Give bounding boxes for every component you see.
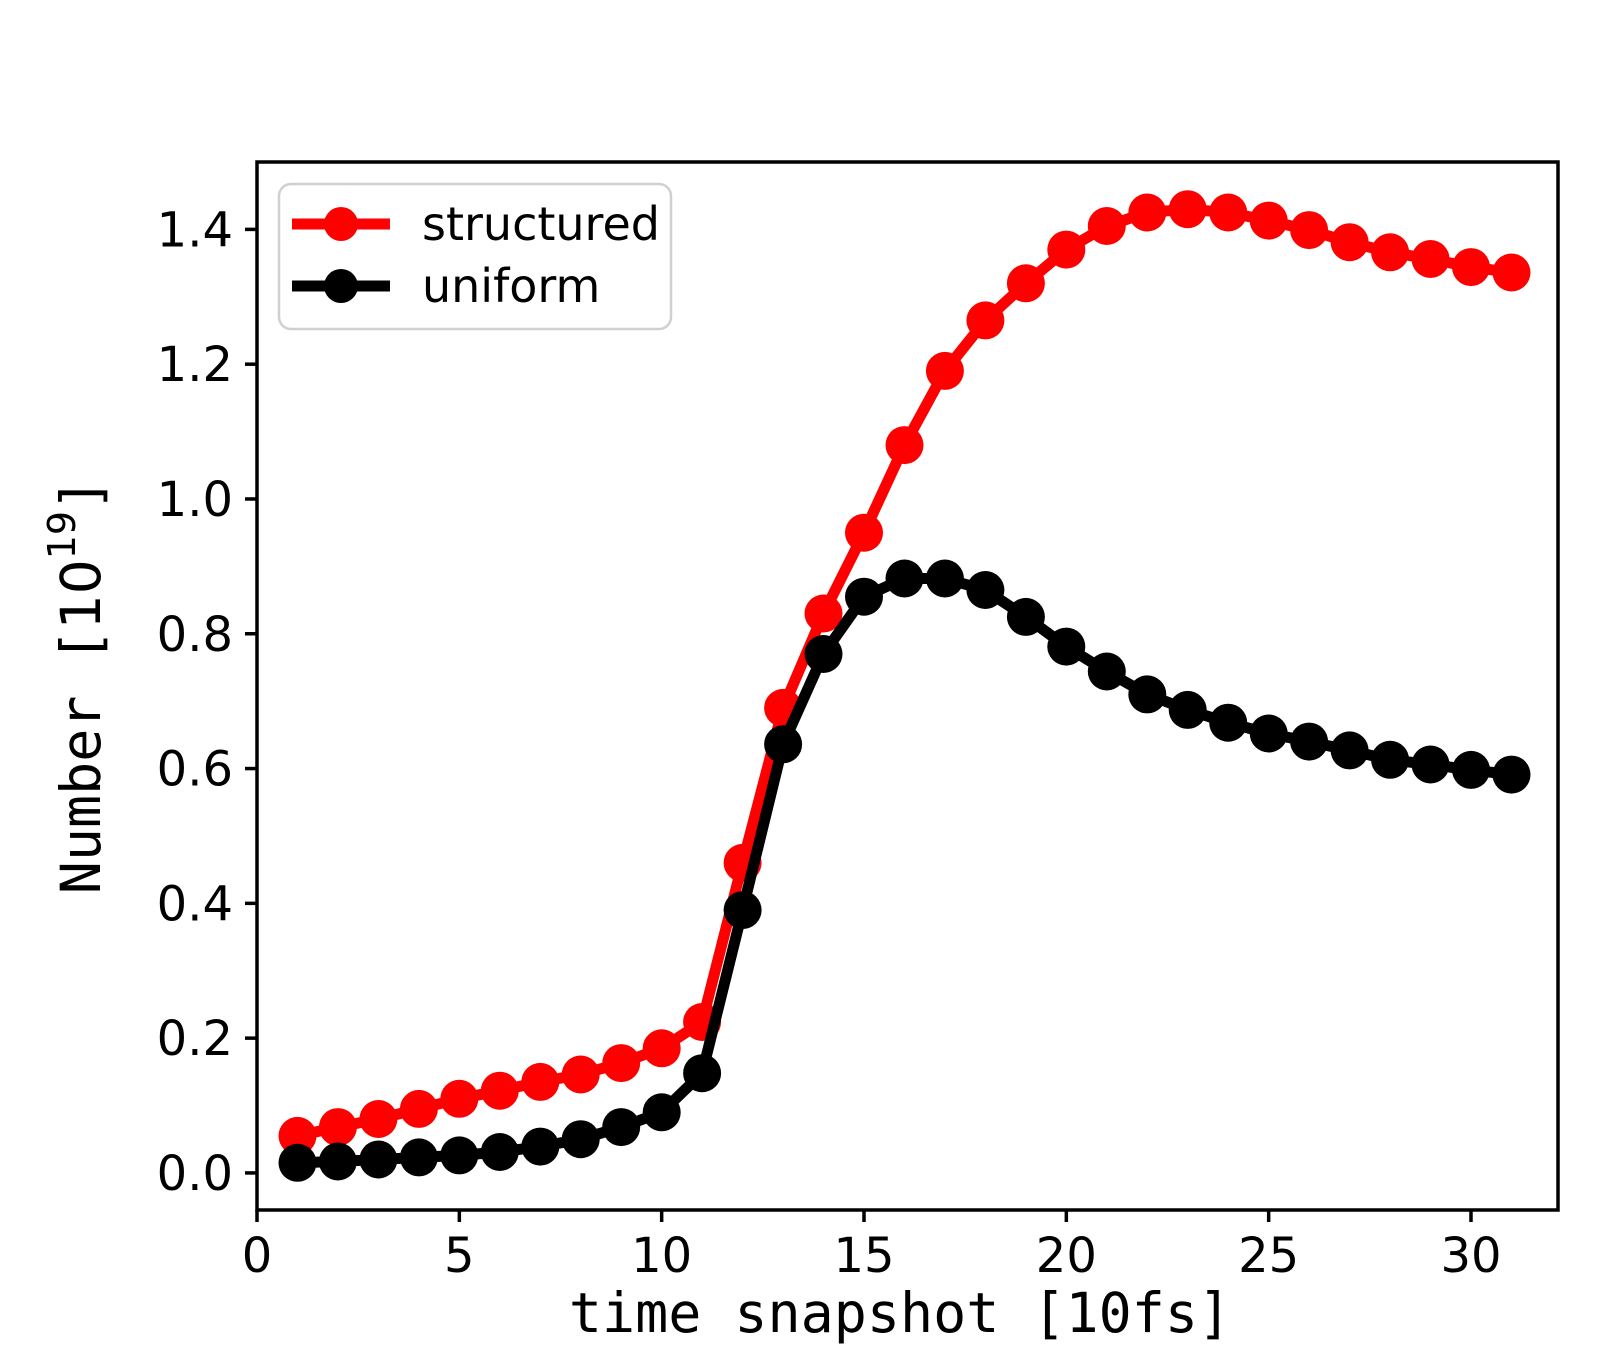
series-layer (278, 190, 1531, 1182)
y-tick-label: 1.4 (157, 202, 233, 258)
x-tick-label: 25 (1238, 1228, 1299, 1284)
data-point-structured (885, 426, 924, 465)
y-axis-label-suffix: ] (49, 478, 113, 511)
data-point-structured (1290, 211, 1329, 250)
x-tick-label: 20 (1036, 1228, 1097, 1284)
data-point-uniform (845, 577, 883, 616)
data-point-uniform (1290, 722, 1329, 761)
y-tick-label: 0.2 (157, 1011, 233, 1067)
data-point-structured (278, 1116, 317, 1155)
data-point-uniform (399, 1138, 438, 1177)
legend-item-structured: structured (292, 197, 660, 251)
y-axis-label: Number [1019] (40, 478, 113, 894)
data-point-structured (925, 351, 964, 390)
data-point-structured (399, 1089, 438, 1128)
data-point-uniform (278, 1143, 317, 1182)
data-point-uniform (1330, 731, 1369, 770)
data-point-structured (561, 1055, 600, 1094)
data-point-structured (480, 1071, 519, 1110)
y-axis-label-prefix: Number [ (49, 629, 113, 894)
legend-marker-uniform (324, 269, 358, 303)
data-point-structured (642, 1029, 681, 1068)
data-point-uniform (480, 1133, 519, 1171)
y-axis-label-base: 10 (49, 559, 113, 629)
data-point-uniform (1492, 755, 1531, 794)
data-point-structured (318, 1108, 357, 1147)
legend: structured uniform (277, 182, 673, 331)
x-tick-label: 5 (444, 1228, 475, 1284)
data-point-uniform (1371, 740, 1410, 779)
data-point-structured (1087, 207, 1126, 245)
y-tick-label: 0.4 (157, 876, 233, 932)
y-axis: 0.0 0.2 0.4 0.6 0.8 1.0 1.2 1.4 (157, 202, 257, 1202)
data-point-structured (602, 1044, 641, 1083)
x-axis-label: time snapshot [10fs] (569, 1281, 1231, 1345)
data-point-uniform (723, 891, 762, 930)
data-point-uniform (1087, 652, 1126, 691)
x-axis: 0 5 10 15 20 25 30 (242, 1210, 1502, 1284)
data-point-structured (1168, 190, 1207, 229)
y-tick-label: 0.6 (157, 742, 233, 798)
data-point-uniform (966, 571, 1005, 609)
data-point-uniform (683, 1054, 722, 1093)
y-tick-label: 0.8 (157, 607, 233, 663)
series-uniform (278, 559, 1531, 1182)
data-point-structured (1128, 193, 1167, 232)
data-point-structured (521, 1062, 560, 1101)
data-point-structured (1047, 230, 1086, 269)
data-point-structured (359, 1100, 398, 1138)
data-point-uniform (804, 635, 843, 673)
data-point-uniform (359, 1140, 398, 1179)
data-point-structured (1452, 248, 1490, 287)
data-point-uniform (1168, 690, 1207, 729)
data-point-uniform (764, 725, 803, 764)
legend-label-uniform: uniform (422, 259, 600, 313)
data-point-structured (1492, 253, 1531, 292)
data-point-structured (440, 1079, 479, 1118)
data-point-structured (1209, 193, 1248, 232)
y-tick-label: 0.0 (157, 1146, 233, 1202)
data-point-uniform (318, 1142, 357, 1181)
y-tick-label: 1.2 (157, 337, 233, 393)
data-point-uniform (885, 559, 924, 598)
x-tick-label: 0 (242, 1228, 273, 1284)
data-point-uniform (440, 1136, 479, 1175)
data-point-structured (1330, 223, 1369, 262)
data-point-structured (1371, 233, 1410, 272)
data-point-structured (845, 513, 883, 552)
data-point-uniform (1209, 703, 1248, 742)
x-tick-label: 30 (1440, 1228, 1501, 1284)
legend-label-structured: structured (422, 197, 660, 251)
data-point-structured (1249, 201, 1288, 240)
data-point-uniform (521, 1127, 560, 1166)
data-point-uniform (1249, 714, 1288, 753)
plot-area (257, 162, 1558, 1210)
legend-marker-structured (324, 207, 358, 241)
data-point-uniform (1006, 597, 1045, 636)
data-point-uniform (925, 559, 964, 598)
data-point-uniform (1128, 675, 1167, 714)
data-point-structured (1411, 240, 1450, 278)
data-point-structured (1006, 264, 1045, 303)
data-point-uniform (561, 1120, 600, 1159)
data-point-structured (804, 594, 843, 633)
data-point-uniform (642, 1093, 681, 1132)
data-point-uniform (1452, 750, 1490, 789)
x-tick-label: 15 (833, 1228, 894, 1284)
data-point-structured (966, 301, 1005, 340)
data-point-uniform (1411, 745, 1450, 784)
y-axis-label-exponent: 19 (40, 511, 84, 559)
axes-spines (255, 160, 1560, 1212)
y-tick-label: 1.0 (157, 472, 233, 528)
x-tick-label: 10 (631, 1228, 692, 1284)
data-point-uniform (602, 1108, 641, 1147)
legend-item-uniform: uniform (292, 259, 600, 313)
data-point-uniform (1047, 627, 1086, 666)
